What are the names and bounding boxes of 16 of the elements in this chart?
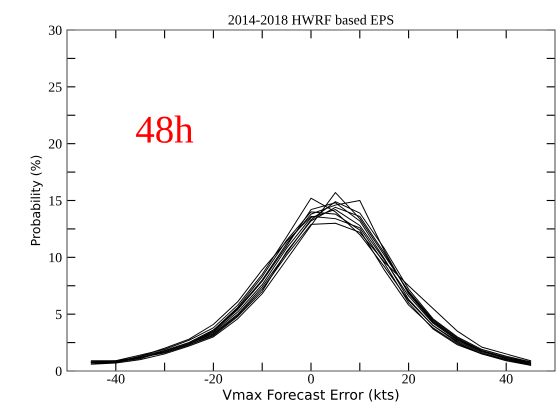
x-tick-label: -40: [107, 374, 125, 384]
y-tick-label: 15: [49, 196, 62, 206]
x-tick-label: 40: [500, 374, 513, 384]
y-tick-label: 10: [49, 252, 62, 262]
x-axis-title: Vmax Forecast Error (kts): [222, 389, 398, 402]
y-tick-label: 20: [48, 139, 62, 149]
y-tick-label: 0: [56, 366, 62, 376]
y-axis-title: Probability (%): [30, 156, 43, 246]
x-tick-label: 20: [402, 374, 416, 384]
y-tick-label: 25: [48, 82, 62, 92]
y-tick-label: 5: [56, 310, 62, 320]
x-tick-label: -20: [204, 374, 222, 384]
annotation: 48h: [136, 116, 194, 143]
x-tick-label: 0: [308, 374, 314, 384]
y-tick-label: 30: [48, 26, 62, 35]
chart-title: 2014-2018 HWRF based EPS: [228, 14, 394, 25]
